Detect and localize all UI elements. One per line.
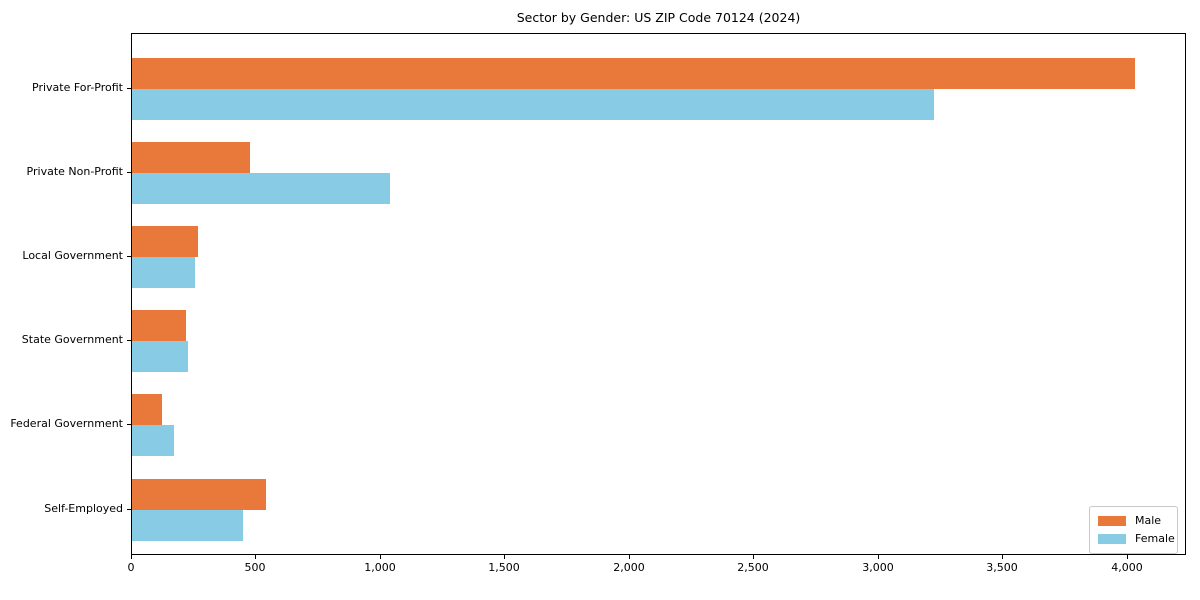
x-axis-tick-mark — [380, 555, 381, 559]
legend-swatch-female — [1098, 534, 1126, 544]
bar-male-2 — [132, 226, 198, 258]
y-axis-tick-mark — [127, 340, 131, 342]
x-axis-tick-label: 0 — [127, 561, 135, 574]
x-axis-tick-mark — [1127, 555, 1128, 559]
x-axis-tick-label: 1,500 — [488, 561, 520, 574]
bar-male-1 — [132, 142, 250, 174]
x-axis-tick-mark — [629, 555, 630, 559]
legend: Male Female — [1089, 506, 1178, 554]
legend-swatch-male — [1098, 516, 1126, 526]
y-axis-label-5: Self-Employed — [44, 501, 123, 515]
x-axis-tick-mark — [255, 555, 256, 559]
x-axis-tick-mark — [878, 555, 879, 559]
bar-female-0 — [132, 89, 934, 120]
bar-female-2 — [132, 257, 195, 289]
x-axis-tick-mark — [753, 555, 754, 559]
x-axis-tick-mark — [504, 555, 505, 559]
x-axis-tick-label: 3,500 — [986, 561, 1018, 574]
bar-female-3 — [132, 341, 188, 373]
bar-female-4 — [132, 425, 174, 457]
x-axis-tick-mark — [1002, 555, 1003, 559]
bar-male-5 — [132, 478, 266, 510]
y-axis-tick-mark — [127, 424, 131, 426]
x-axis-tick-label: 2,500 — [737, 561, 769, 574]
y-axis-tick-mark — [127, 508, 131, 510]
legend-row-male: Male — [1098, 512, 1169, 530]
plot-area — [131, 33, 1186, 555]
bar-male-3 — [132, 310, 186, 342]
y-axis-label-4: Federal Government — [10, 417, 123, 431]
legend-label-male: Male — [1135, 514, 1162, 527]
bar-male-4 — [132, 394, 162, 426]
x-axis-tick-label: 3,000 — [862, 561, 894, 574]
y-axis-label-0: Private For-Profit — [32, 81, 123, 94]
y-axis-tick-mark — [127, 256, 131, 258]
y-axis-label-2: Local Government — [22, 249, 123, 263]
x-axis-tick-label: 500 — [244, 561, 266, 574]
legend-label-female: Female — [1135, 532, 1175, 545]
x-axis-tick-label: 4,000 — [1111, 561, 1143, 574]
x-axis-tick-mark — [131, 555, 132, 559]
bar-male-0 — [132, 58, 1135, 89]
y-axis-label-1: Private Non-Profit — [26, 165, 123, 179]
legend-row-female: Female — [1098, 530, 1175, 548]
bar-female-5 — [132, 509, 243, 541]
x-axis-tick-label: 2,000 — [613, 561, 645, 574]
y-axis-tick-mark — [127, 172, 131, 174]
chart-title: Sector by Gender: US ZIP Code 70124 (202… — [516, 10, 801, 25]
x-axis-tick-label: 1,000 — [364, 561, 396, 574]
y-axis-label-3: State Government — [21, 333, 123, 347]
bar-female-1 — [132, 173, 390, 205]
y-axis-tick-mark — [127, 88, 131, 89]
